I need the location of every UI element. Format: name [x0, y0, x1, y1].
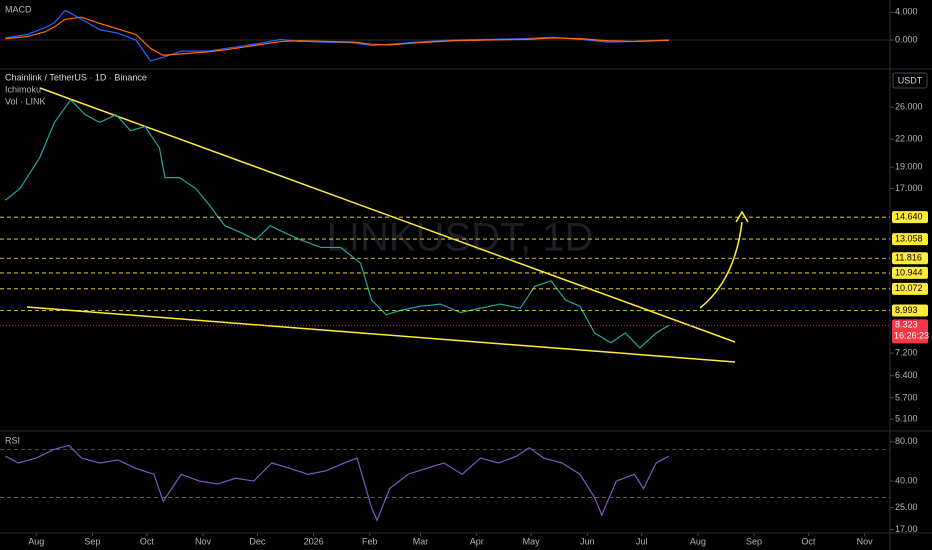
level-box: [892, 266, 928, 279]
indicator-label: Ichimoku: [5, 84, 41, 94]
x-tick-label: Aug: [28, 536, 44, 546]
level-box: [892, 211, 928, 224]
last-price: 8.323: [895, 320, 918, 330]
y-tick-label: 22.000: [895, 134, 923, 144]
y-tick-label: 40.00: [895, 475, 918, 485]
pane-label: RSI: [5, 435, 20, 445]
level-label: 13.058: [895, 233, 923, 243]
y-tick-label: 0.000: [895, 34, 918, 44]
chart-title: Chainlink / TetherUS · 1D · Binance: [5, 72, 147, 82]
x-tick-label: Oct: [801, 536, 816, 546]
x-tick-label: Sep: [746, 536, 762, 546]
x-tick-label: Sep: [84, 536, 100, 546]
countdown: 16:26:23: [894, 331, 929, 341]
watermark: LINKUSDT, 1D: [327, 216, 594, 260]
series-line: [5, 9, 669, 62]
level-label: 10.072: [895, 283, 923, 293]
x-tick-label: Nov: [857, 536, 874, 546]
y-tick-label: 80.00: [895, 436, 918, 446]
level-box: [892, 282, 928, 295]
currency-box[interactable]: [892, 72, 928, 89]
series-line: [5, 16, 669, 56]
level-box: [892, 304, 928, 317]
x-tick-label: Nov: [195, 536, 212, 546]
x-tick-label: Oct: [140, 536, 155, 546]
arrow: [699, 221, 743, 309]
x-tick-label: Apr: [470, 536, 484, 546]
trendline: [26, 306, 736, 363]
level-label: 14.640: [895, 212, 923, 222]
y-tick-label: 17.00: [895, 524, 918, 534]
x-tick-label: Feb: [362, 536, 378, 546]
x-tick-label: Dec: [249, 536, 266, 546]
x-tick-label: Aug: [690, 536, 706, 546]
y-tick-label: 19.000: [895, 162, 923, 172]
indicator-label: Vol · LINK: [5, 96, 46, 106]
trendline: [39, 87, 736, 343]
x-tick-label: May: [523, 536, 541, 546]
x-tick-label: 2026: [304, 536, 324, 546]
price-line: [5, 98, 670, 349]
pane-label: MACD: [5, 4, 32, 14]
series-line: [5, 444, 670, 522]
level-label: 10.944: [895, 267, 923, 277]
level-box: [892, 252, 928, 265]
x-tick-label: Mar: [413, 536, 429, 546]
level-label: 8.993: [895, 305, 918, 315]
y-tick-label: 5.700: [895, 392, 918, 402]
last-price-box: [892, 319, 928, 344]
arrow-head: [735, 210, 749, 223]
x-tick-label: Jul: [636, 536, 648, 546]
level-label: 11.816: [895, 253, 922, 263]
y-tick-label: 5.100: [895, 414, 918, 424]
x-tick-label: Jun: [580, 536, 595, 546]
currency[interactable]: USDT: [898, 75, 923, 85]
y-tick-label: 6.400: [895, 370, 918, 380]
y-tick-label: 4.000: [895, 7, 918, 17]
y-tick-label: 26.000: [895, 102, 923, 112]
y-tick-label: 25.00: [895, 502, 918, 512]
level-box: [892, 233, 928, 246]
y-tick-label: 7.200: [895, 347, 918, 357]
y-tick-label: 17.000: [895, 183, 923, 193]
